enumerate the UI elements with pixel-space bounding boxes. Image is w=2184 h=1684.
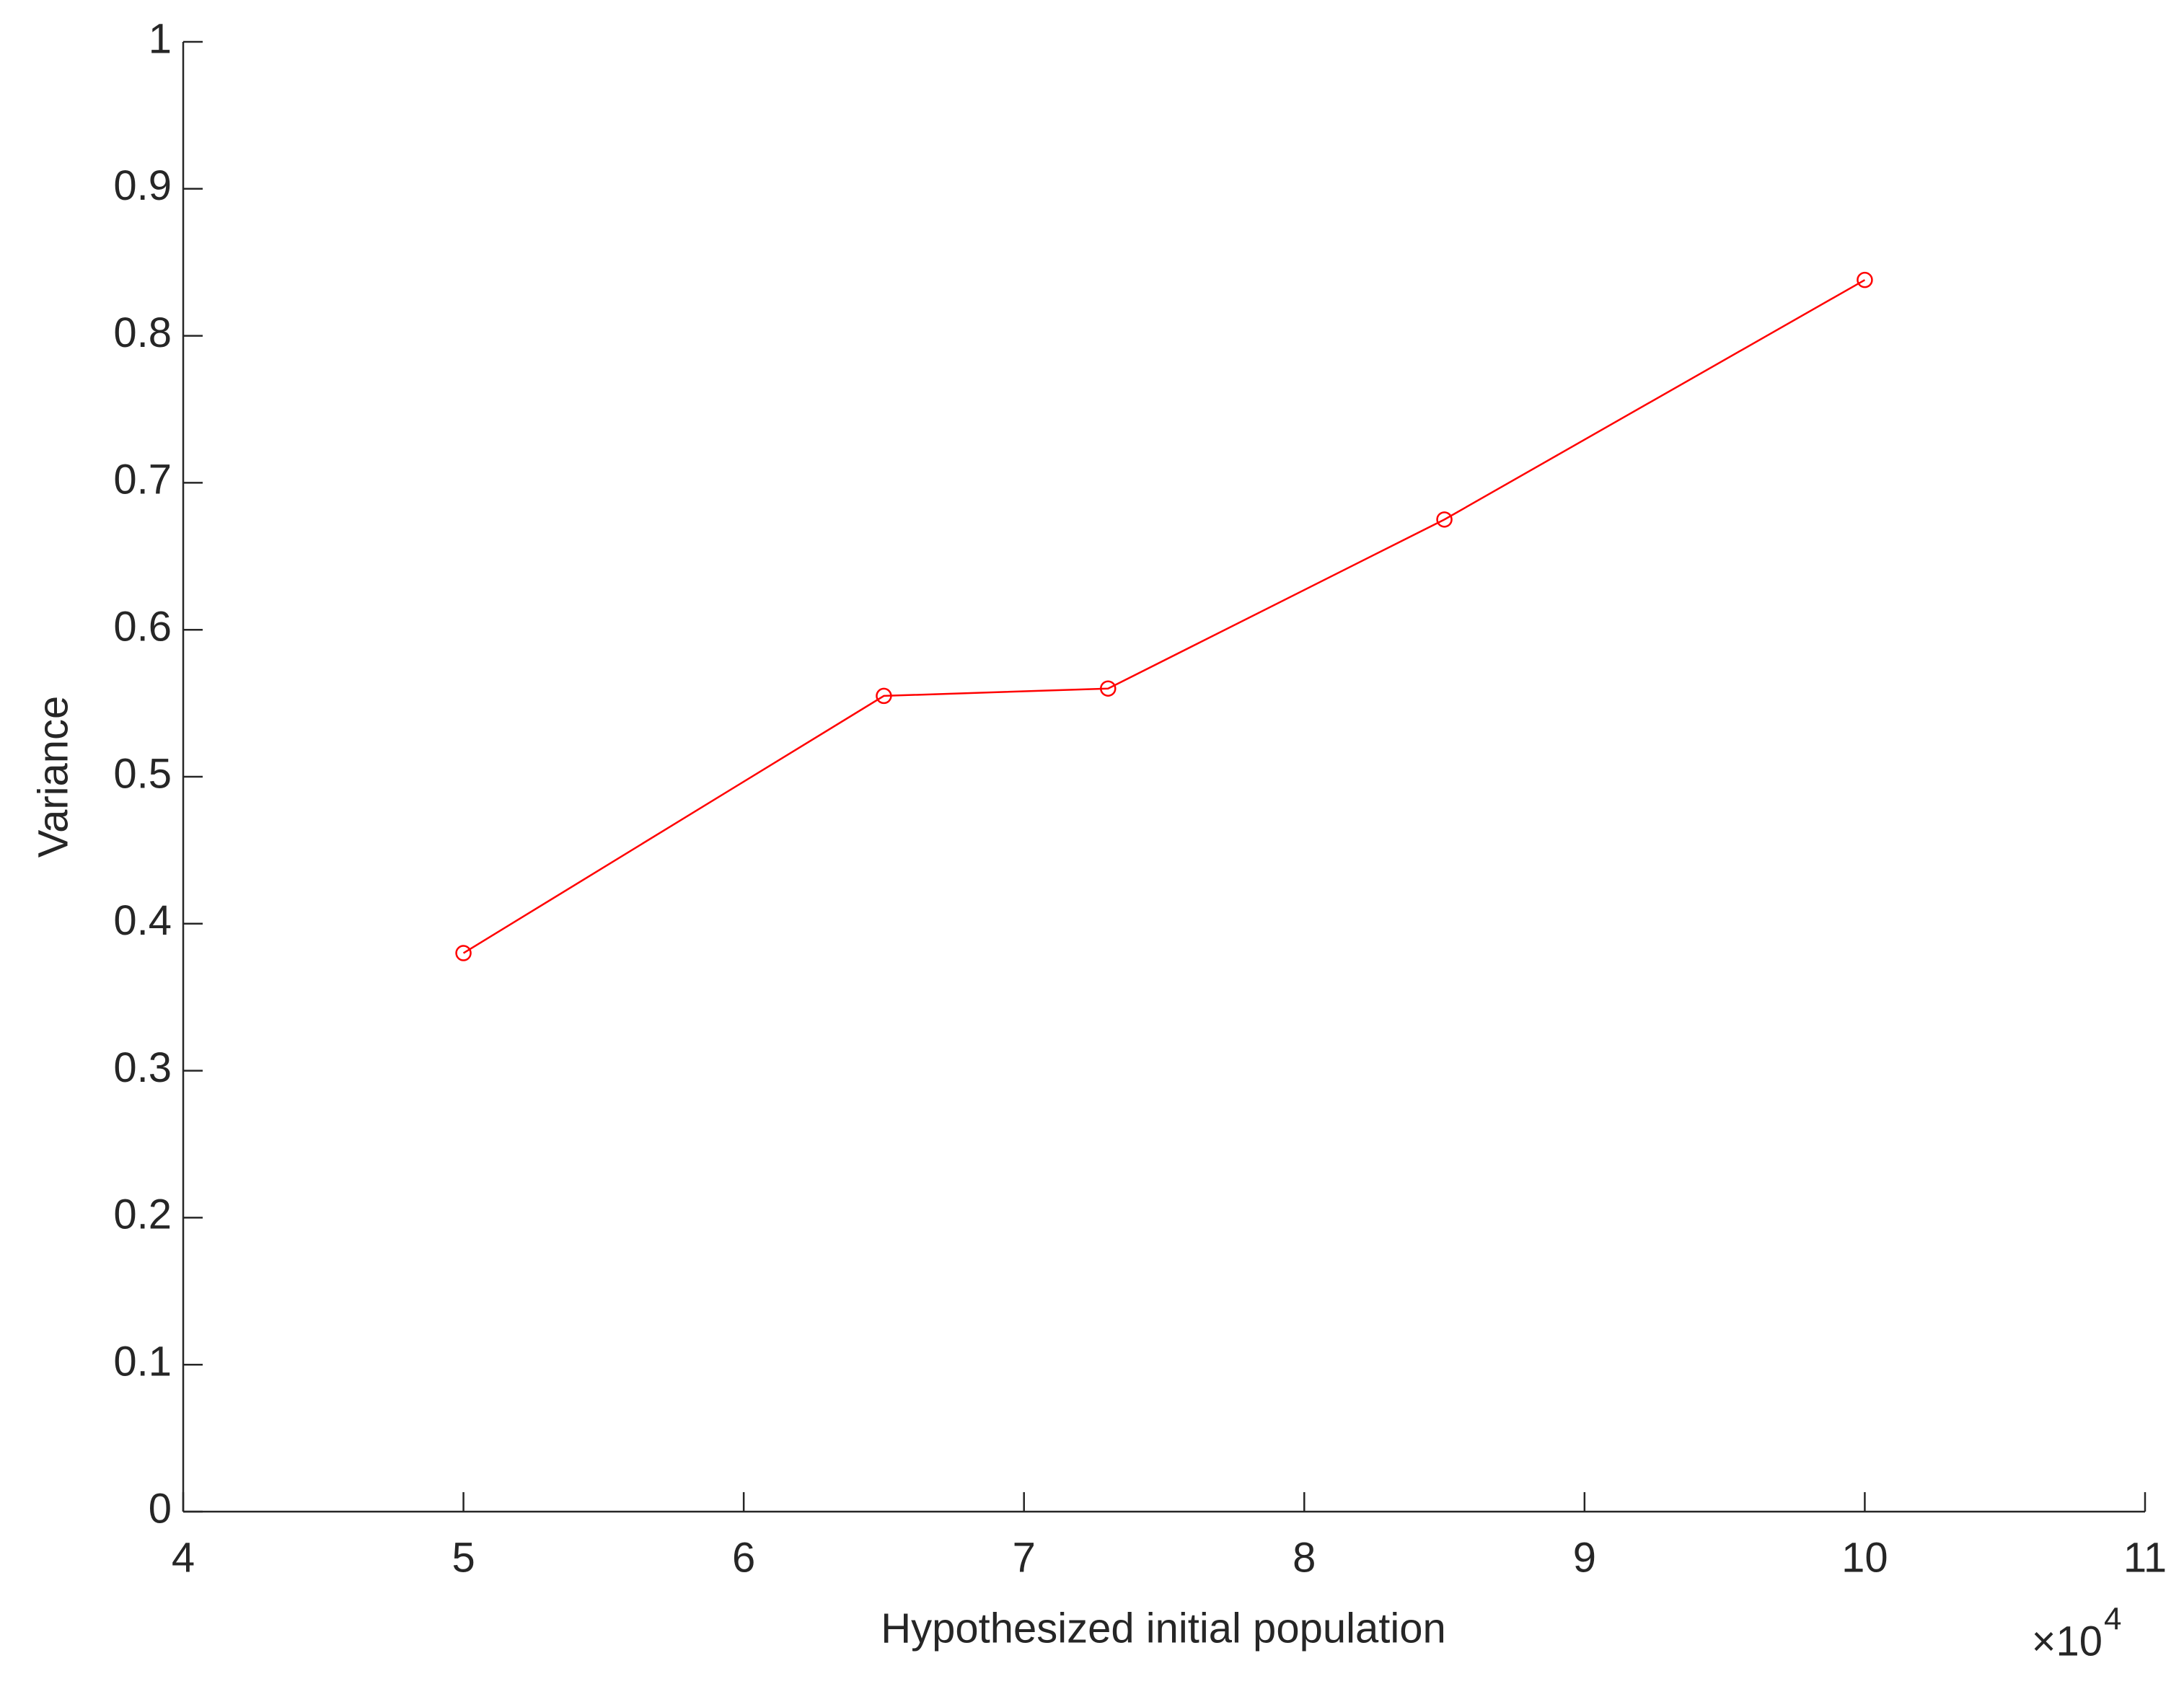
y-tick-label: 0.7 bbox=[113, 457, 172, 503]
y-tick-label: 0.3 bbox=[113, 1044, 172, 1091]
x-axis-label: Hypothesized initial population bbox=[881, 1605, 1446, 1652]
y-axis-label: Variance bbox=[30, 696, 76, 858]
data-marker bbox=[1100, 680, 1117, 697]
x-tick-label: 10 bbox=[1841, 1534, 1888, 1581]
data-marker bbox=[1436, 511, 1453, 528]
x-tick-label: 8 bbox=[1293, 1534, 1316, 1581]
y-tick-label: 0.1 bbox=[113, 1339, 172, 1385]
data-marker bbox=[876, 687, 892, 705]
x-tick-label: 4 bbox=[172, 1534, 195, 1581]
data-line bbox=[462, 279, 1866, 954]
y-tick-label: 0.9 bbox=[113, 162, 172, 209]
x-tick-label: 6 bbox=[732, 1534, 755, 1581]
data-marker bbox=[1857, 271, 1873, 288]
y-tick-label: 0.4 bbox=[113, 897, 172, 944]
y-tick-label: 0.2 bbox=[113, 1191, 172, 1238]
x-multiplier-exponent: 4 bbox=[2104, 1602, 2121, 1637]
x-tick-label: 11 bbox=[2123, 1534, 2167, 1581]
y-tick-label: 0 bbox=[149, 1485, 172, 1532]
y-tick-label: 0.6 bbox=[113, 604, 172, 651]
y-tick-label: 1 bbox=[149, 15, 172, 62]
x-tick-label: 9 bbox=[1573, 1534, 1596, 1581]
x-tick-label: 7 bbox=[1013, 1534, 1036, 1581]
x-tick-label: 5 bbox=[452, 1534, 475, 1581]
y-tick-label: 0.5 bbox=[113, 750, 172, 797]
x-multiplier-base: ×10 bbox=[2032, 1618, 2102, 1665]
data-marker bbox=[455, 945, 472, 961]
y-tick-label: 0.8 bbox=[113, 309, 172, 356]
